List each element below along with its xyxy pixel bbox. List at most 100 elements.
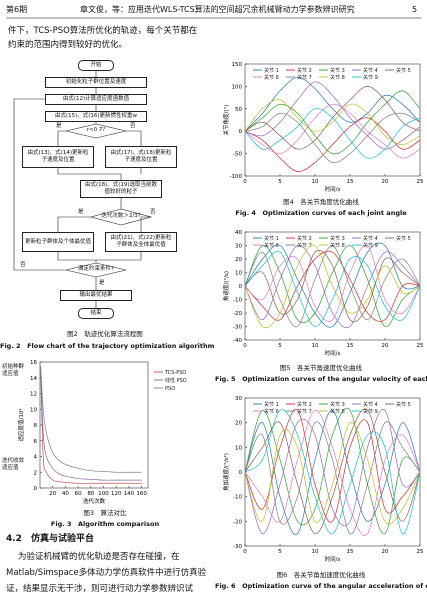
series-line (244, 408, 421, 535)
x-tick-label: 25 (417, 179, 424, 185)
series-line (244, 409, 421, 535)
x-tick-label: 5 (278, 343, 282, 349)
caption-cn: 图3 算法对比 (83, 509, 127, 517)
x-tick-label: 0 (243, 179, 247, 185)
legend-label: 关节 4 (363, 401, 378, 408)
x-tick-label: 5 (278, 179, 282, 185)
legend-label: 关节 8 (330, 242, 345, 249)
legend-label: 关节 1 (264, 401, 279, 408)
caption-cn: 图2 轨迹优化算法流程图 (67, 330, 143, 338)
flow-node: 更新粒子群体及个体最优值 (22, 232, 94, 252)
plot-frame (244, 397, 421, 547)
page-number: 5 (412, 5, 418, 14)
x-axis-label: 时间/s (325, 185, 341, 193)
legend-label: 关节 5 (396, 67, 411, 74)
flow-node: 由式(13)、式(14)更新粒子速度及位置 (22, 146, 94, 168)
flow-label: 是 (99, 280, 105, 286)
running-title: 章文俊，等：应用迭代WLS-TCS算法的空间超冗余机械臂动力学参数辨识研究 (80, 5, 355, 14)
y-tick-label: 10 (235, 271, 242, 277)
plot-frame (39, 361, 149, 489)
legend-label: 关节 6 (264, 408, 279, 415)
y-tick-label: 2 (34, 470, 38, 476)
y-tick-label: 20 (235, 257, 242, 263)
series-line (244, 117, 421, 172)
legend-label: 关节 9 (363, 242, 378, 249)
x-tick-label: 15 (347, 179, 354, 185)
series-line (244, 409, 421, 536)
flow-node: 结束 (78, 308, 114, 319)
x-tick-label: 120 (111, 491, 122, 497)
y-tick-label: -20 (233, 311, 242, 317)
y-tick-label: 50 (235, 107, 242, 113)
legend-label: 关节 3 (330, 235, 345, 242)
y-tick-label: 30 (235, 396, 242, 402)
legend-label: 关节 7 (297, 242, 312, 249)
y-tick-label: 100 (232, 84, 243, 90)
series-line (244, 409, 421, 523)
flow-node: 由式(21)、式(22)更新粒子群体及全体最优值 (105, 232, 177, 252)
section-heading: 4.2 仿真与试验平台 (6, 534, 94, 544)
legend-label: 关节 4 (363, 235, 378, 242)
legend-label: 关节 6 (264, 242, 279, 249)
x-tick-label: 10 (312, 549, 319, 555)
x-axis-label: 迭代次数 (83, 497, 106, 505)
series-line (244, 112, 421, 164)
x-axis-label: 时间/s (325, 555, 341, 563)
flow-decision: r<0.7? (86, 127, 106, 133)
series-line (244, 108, 421, 159)
legend-label: 关节 9 (363, 74, 378, 81)
x-tick-label: 20 (382, 179, 389, 185)
x-axis-label: 时间/s (325, 349, 341, 357)
flow-arrows (13, 71, 153, 308)
legend-label: 关节 8 (330, 408, 345, 415)
x-tick-label: 15 (347, 343, 354, 349)
legend-label: 关节 9 (363, 408, 378, 415)
flow-node: 开始 (78, 60, 114, 71)
caption-cn: 图6 各关节角加速度优化曲线 (276, 571, 366, 579)
x-tick-label: 25 (417, 549, 424, 555)
y-tick-label: -40 (233, 338, 242, 344)
flow-node: 初始化粒子群位置及速度 (45, 77, 147, 88)
series-line (244, 421, 421, 535)
y-tick-label: 0 (239, 284, 243, 290)
y-tick-label: 8 (34, 423, 38, 429)
flow-node: 由式(17)、式(18)更新粒子速度及位置 (105, 146, 177, 168)
body-text: 为验证机械臂的优化轨迹是否存在碰撞，在 (18, 552, 180, 562)
y-tick-label: 150 (232, 62, 243, 68)
series-line (244, 408, 421, 535)
y-tick-label: 40 (235, 230, 242, 236)
body-text: 件下，TCS-PSO算法所优化的轨迹，每个关节都在 (8, 26, 198, 36)
series-line (244, 250, 421, 323)
flow-node: 由式(12)计算适应度函数值 (45, 94, 147, 105)
y-tick-label: -10 (233, 298, 242, 304)
flow-node: 由式(15)、式(16)更新惯性权重w (45, 111, 147, 122)
legend-label: PSO (165, 386, 175, 392)
caption-cn: 图4 各关节角度优化曲线 (283, 198, 359, 206)
series-line (40, 365, 142, 473)
legend-label: 线性 PSO (165, 377, 187, 384)
series-line (244, 409, 421, 535)
y-tick-label: 0 (239, 470, 243, 476)
series-line (244, 103, 421, 159)
series-line (244, 244, 421, 329)
legend-label: 关节 7 (297, 74, 312, 81)
y-tick-label: 12 (30, 392, 37, 398)
legend-label: 关节 5 (396, 235, 411, 242)
caption-en: Fig. 6 Optimization curve of the angular… (215, 582, 427, 590)
x-tick-label: 40 (62, 491, 69, 497)
y-tick-label: 0 (239, 129, 243, 135)
caption-en: Fig. 5 Optimization curves of the angula… (215, 375, 427, 383)
flow-label: 否 (20, 262, 26, 268)
flow-label: 否 (150, 209, 156, 215)
x-tick-label: 25 (417, 343, 424, 349)
series-line (244, 244, 421, 329)
flow-node: 输出最优结果 (60, 290, 132, 301)
series-line (40, 365, 142, 481)
series-line (244, 245, 421, 327)
x-tick-label: 20 (382, 549, 389, 555)
caption-cn: 图5 各关节角速度优化曲线 (279, 364, 363, 372)
y-tick-label: 30 (235, 244, 242, 250)
y-axis-label: 关节角度/(°) (222, 105, 230, 136)
